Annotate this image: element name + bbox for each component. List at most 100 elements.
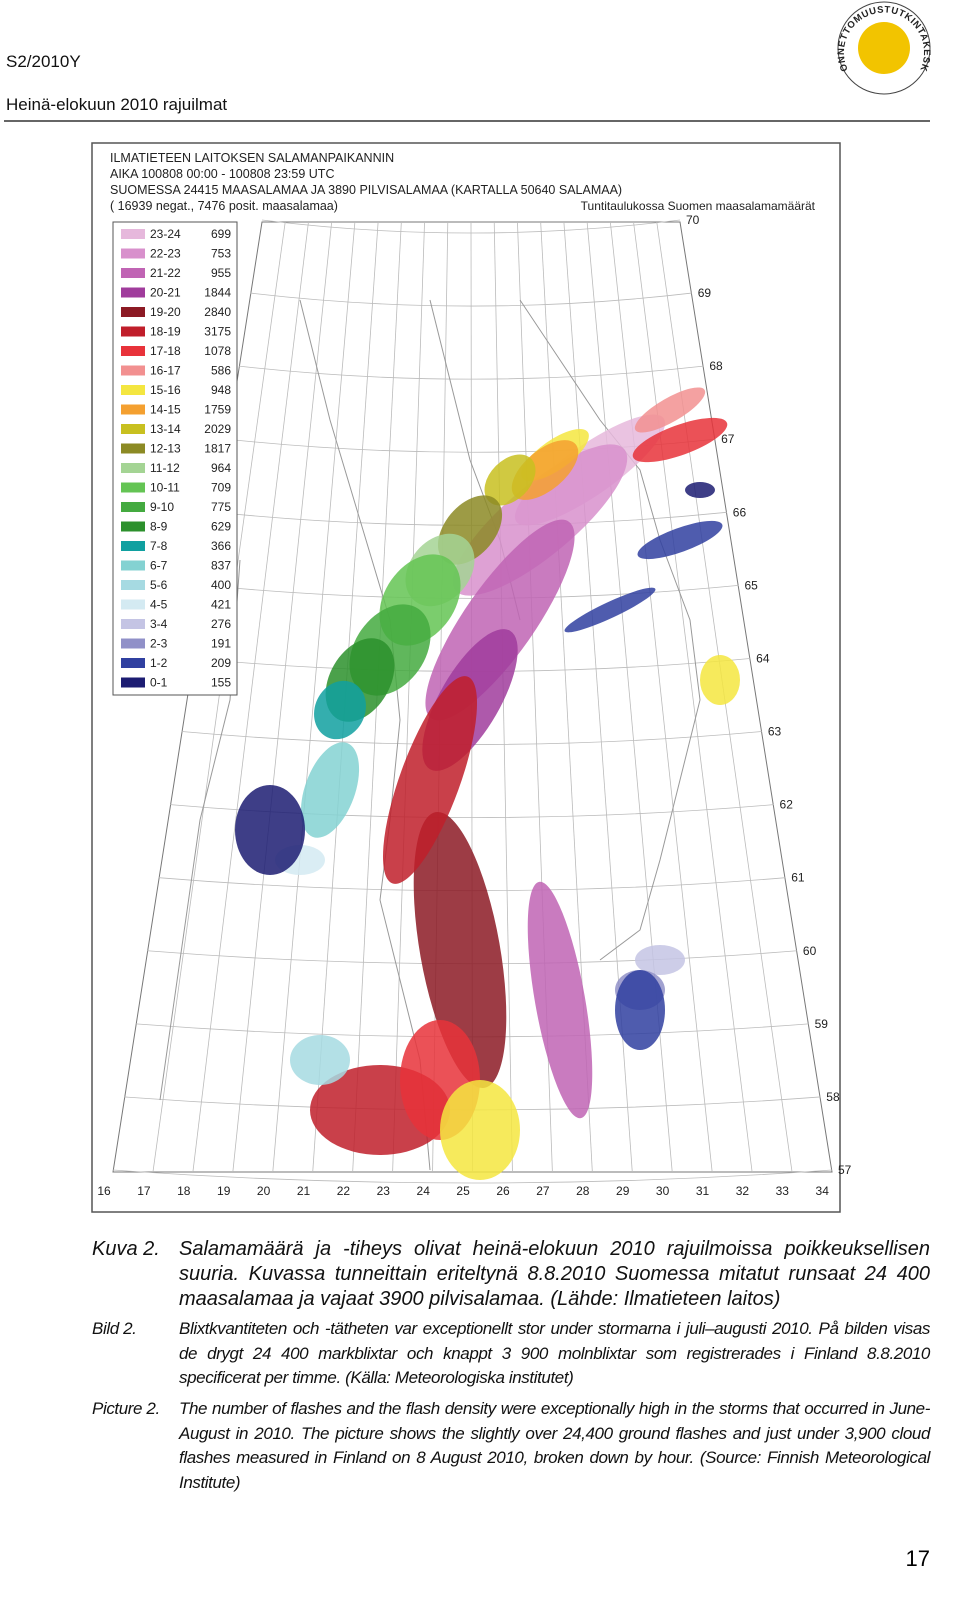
parallel: [261, 219, 681, 234]
latitude-label: 57: [838, 1163, 852, 1177]
legend-swatch: [121, 424, 145, 434]
legend-count: 1759: [204, 403, 231, 417]
figure-title-line: ( 16939 negat., 7476 posit. maasalamaa): [110, 199, 338, 213]
meridian: [392, 221, 425, 1173]
figure-text: 70 69 68 67 66 65 64 63 62 61 60 59 58 57 16 17 18 19 20 21…: [97, 151, 851, 1198]
lightning-cluster: [564, 587, 656, 633]
legend-hours: 15-16: [150, 383, 181, 397]
legend-swatch: [121, 482, 145, 493]
legend-count: 191: [211, 637, 231, 651]
legend-hours: 12-13: [150, 442, 181, 456]
legend-count: 964: [211, 461, 231, 475]
longitude-label: 30: [656, 1184, 670, 1198]
legend-hours: 2-3: [150, 637, 168, 651]
latitude-label: 66: [733, 505, 747, 519]
legend-hours: 8-9: [150, 520, 168, 534]
latitude-label: 64: [756, 651, 770, 665]
legend-count: 209: [211, 656, 231, 670]
latitude-label: 67: [721, 432, 735, 446]
legend-hours: 18-19: [150, 325, 181, 339]
legend-hours: 20-21: [150, 286, 181, 300]
lightning-cluster: [527, 881, 593, 1119]
longitude-label: 24: [417, 1184, 431, 1198]
map: [112, 219, 833, 1184]
caption-label: Bild 2.: [92, 1319, 137, 1338]
legend-hours: 21-22: [150, 266, 181, 280]
longitude-label: 19: [217, 1184, 231, 1198]
lightning-cluster: [290, 1035, 350, 1085]
legend-hours: 7-8: [150, 539, 168, 553]
longitude-label: 18: [177, 1184, 191, 1198]
legend-swatch: [121, 560, 145, 571]
lightning-cluster: [637, 520, 723, 560]
caption-text: Salamamäärä ja -tiheys olivat heinä-elok…: [179, 1238, 930, 1310]
legend-hours: 3-4: [150, 617, 168, 631]
lightning-cluster: [615, 970, 665, 1050]
lightning-cluster: [700, 655, 740, 705]
meridian: [609, 221, 713, 1173]
legend-box: [112, 221, 238, 696]
latitude-label: 62: [780, 798, 794, 812]
longitude-label: 28: [576, 1184, 590, 1198]
legend-count: 837: [211, 559, 231, 573]
legend-hours: 13-14: [150, 422, 181, 436]
meridian: [272, 221, 356, 1173]
latitude-label: 68: [709, 359, 723, 373]
legend-hours: 23-24: [150, 227, 181, 241]
parallel: [239, 365, 704, 380]
lightning-cluster: [484, 454, 536, 506]
legend-hours: 1-2: [150, 656, 168, 670]
figure-title-line: AIKA 100808 00:00 - 100808 23:59 UTC: [110, 167, 334, 181]
legend-count: 1078: [204, 344, 231, 358]
legend-count: 948: [211, 383, 231, 397]
caption: Kuva 2. Salamamäärä ja -tiheys olivat hei…: [92, 1237, 930, 1312]
legend-count: 276: [211, 617, 231, 631]
longitude-label: 34: [816, 1184, 830, 1198]
legend-count: 2029: [204, 422, 231, 436]
meridian: [152, 221, 286, 1173]
legend-swatch: [121, 658, 145, 668]
parallel: [250, 292, 692, 307]
legend-swatch: [121, 463, 145, 473]
legend-count: 2840: [204, 305, 231, 319]
legend-swatch: [121, 619, 145, 629]
logo-text-path: ONNETTOMUUSTUTKINTAKESKUS: [0, 0, 931, 73]
legend-count: 400: [211, 578, 231, 592]
latitude-label: 63: [768, 725, 782, 739]
longitude-label: 31: [696, 1184, 710, 1198]
legend-swatch: [121, 326, 145, 337]
longitude-label: 27: [536, 1184, 550, 1198]
latitude-label: 69: [698, 286, 712, 300]
caption-label: Picture 2.: [92, 1399, 160, 1418]
longitude-label: 17: [137, 1184, 151, 1198]
longitude-label: 21: [297, 1184, 311, 1198]
meridian: [633, 221, 753, 1173]
legend-hours: 19-20: [150, 305, 181, 319]
longitude-label: 22: [337, 1184, 351, 1198]
lightning-cluster: [413, 811, 507, 1089]
legend-swatch: [121, 268, 145, 278]
caption-text: The number of flashes and the flash dens…: [179, 1399, 930, 1492]
logo-emblem: [858, 22, 910, 74]
legend-hours: 10-11: [150, 481, 180, 495]
legend-swatch: [121, 638, 145, 649]
lightning-cluster: [635, 945, 685, 975]
legend-count: 753: [211, 247, 231, 261]
legend-count: 421: [211, 598, 231, 612]
latitude-label: 70: [686, 213, 700, 227]
report-subtitle: Heinä-elokuun 2010 rajuilmat: [6, 95, 228, 114]
legend-count: 955: [211, 266, 231, 280]
longitude-label: 25: [456, 1184, 470, 1198]
legend-hours: 6-7: [150, 559, 168, 573]
meridian: [192, 221, 309, 1173]
lightning-cluster: [300, 742, 360, 838]
legend-hours: 22-23: [150, 247, 181, 261]
caption-label: Kuva 2.: [92, 1238, 160, 1260]
figure-title-line: ILMATIETEEN LAITOKSEN SALAMANPAIKANNIN: [110, 151, 394, 165]
lightning-cluster: [235, 785, 305, 875]
legend-swatch: [121, 677, 145, 688]
logo-text: ONNETTOMUUSTUTKINTAKESKUS: [0, 0, 932, 73]
longitude-label: 20: [257, 1184, 271, 1198]
legend-swatch: [121, 287, 145, 298]
